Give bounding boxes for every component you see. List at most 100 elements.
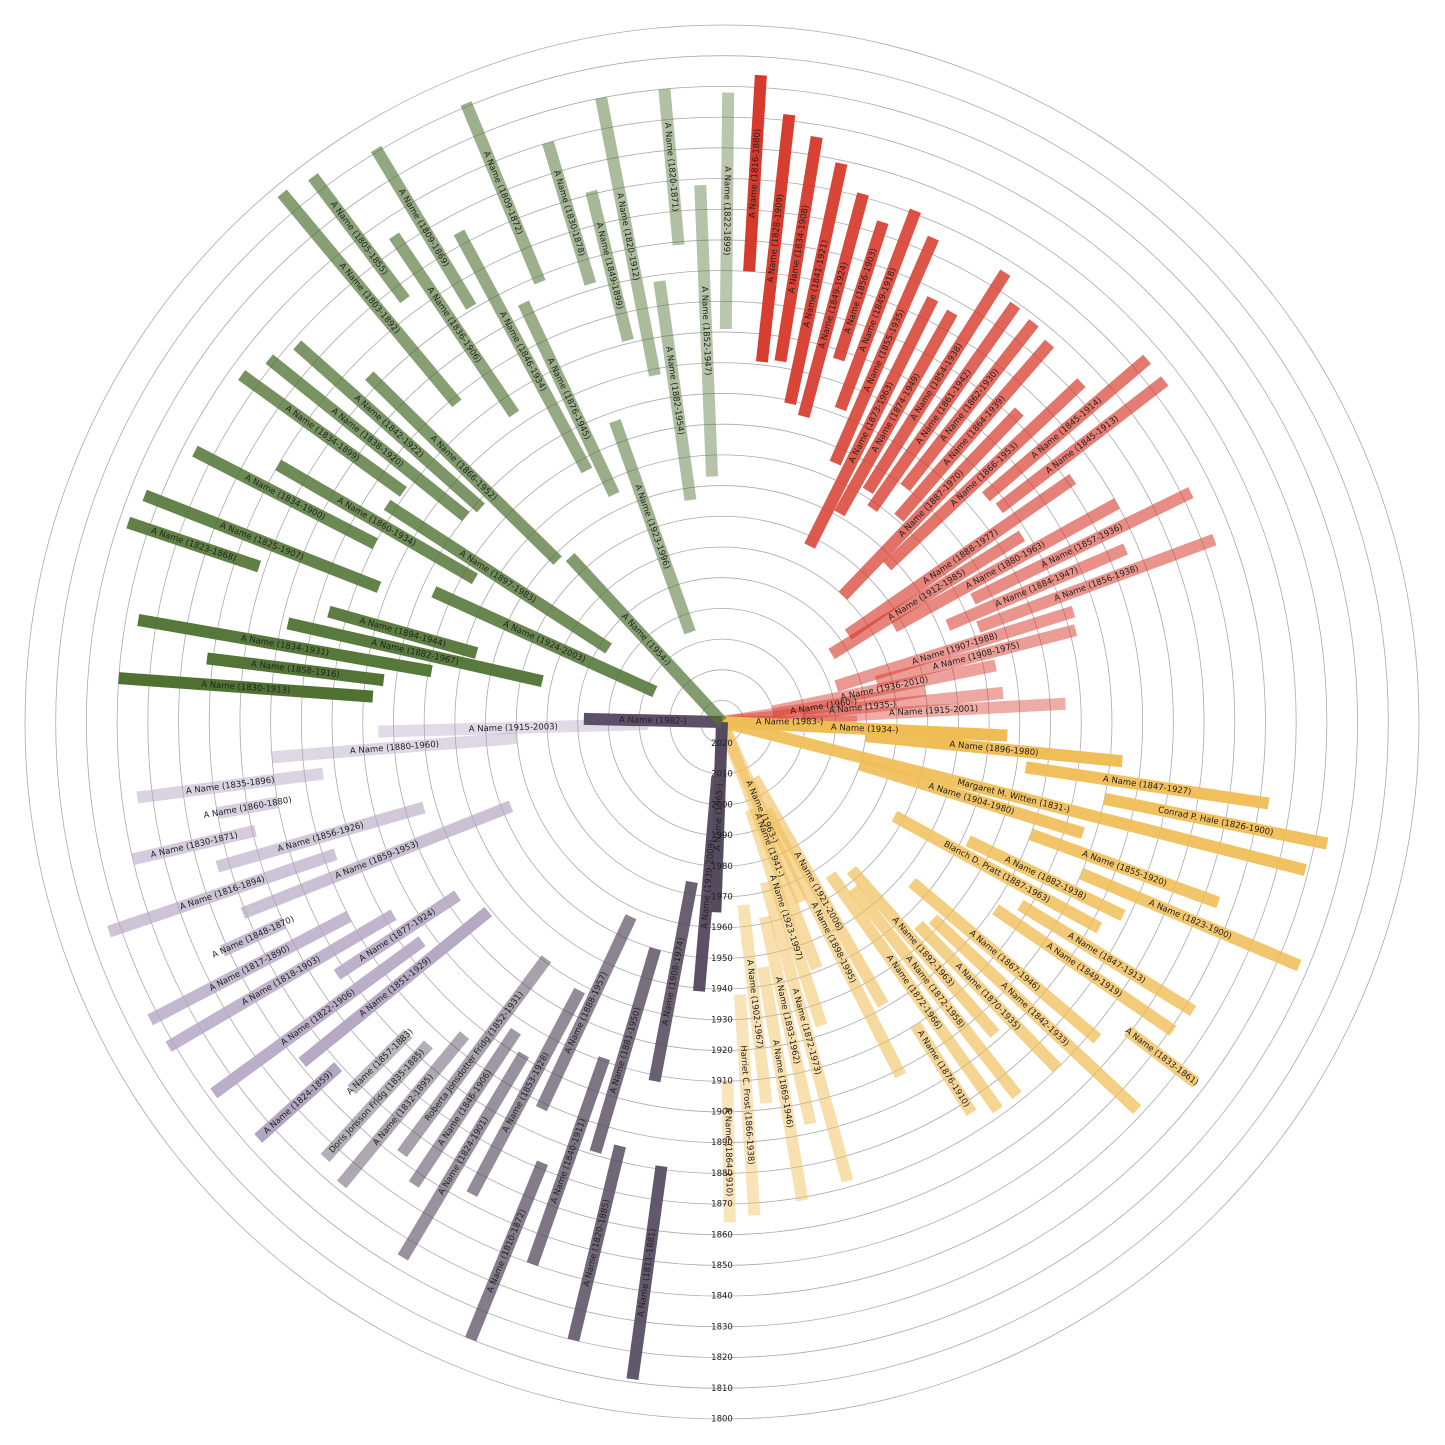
life-bar xyxy=(804,296,939,549)
life-bar xyxy=(210,936,426,1099)
life-bar xyxy=(397,1051,530,1261)
life-bar xyxy=(965,835,1126,921)
life-bar xyxy=(784,162,848,405)
person-label: A Name (1823-1900) xyxy=(1147,898,1233,942)
person-label: A Name (1965-) xyxy=(713,783,725,851)
person-label: A Name (1915-2001) xyxy=(889,704,979,719)
person-label: A Name (1858-1916) xyxy=(250,659,340,680)
life-bar xyxy=(721,686,1004,728)
person-label: A Name (1849-1899) xyxy=(594,221,625,310)
rings xyxy=(24,24,1420,1420)
person-label: A Name (1834-1899) xyxy=(283,404,361,464)
person-label: A Name (1915-2003) xyxy=(469,722,559,734)
ring xyxy=(147,147,1297,1297)
life-bar xyxy=(883,378,1086,571)
life-bar xyxy=(743,74,767,272)
life-bar xyxy=(759,880,854,1183)
person-label: A Name (1820-1885) xyxy=(582,1199,613,1288)
life-bar xyxy=(453,229,593,474)
life-bar xyxy=(265,354,470,522)
tick-label: 2000 xyxy=(711,800,733,810)
life-bar xyxy=(774,136,823,363)
life-bar xyxy=(460,101,546,285)
person-label: A Name (1820-1912) xyxy=(614,192,641,282)
life-bar xyxy=(585,189,634,342)
life-bar xyxy=(648,880,698,1083)
life-bar xyxy=(653,280,697,501)
life-bar xyxy=(431,586,658,698)
life-bar xyxy=(1024,761,1270,810)
life-bar xyxy=(865,730,1123,768)
life-bar xyxy=(694,184,719,477)
life-bar xyxy=(337,1031,470,1189)
tick-label: 1970 xyxy=(711,893,733,903)
life-bar xyxy=(721,1081,736,1223)
life-bar xyxy=(131,824,257,866)
tick-label: 1910 xyxy=(711,1077,733,1087)
tick-label: 1960 xyxy=(711,923,733,933)
life-bar xyxy=(327,605,479,659)
life-bar xyxy=(862,269,1011,495)
life-bar xyxy=(542,140,597,286)
life-bar xyxy=(797,192,869,419)
life-bar xyxy=(1028,828,1221,909)
life-bar xyxy=(834,208,921,412)
life-bar xyxy=(825,871,1003,1114)
ring xyxy=(485,485,959,959)
life-bar xyxy=(277,189,462,408)
life-bar xyxy=(192,445,378,550)
ring xyxy=(55,55,1389,1389)
life-bar xyxy=(771,659,997,718)
ring xyxy=(331,331,1113,1113)
person-label: A Name (1809-1872) xyxy=(481,150,524,236)
tick-label: 1800 xyxy=(711,1415,733,1425)
person-label: A Name (1811-1881) xyxy=(636,1228,658,1318)
tick-label: 1980 xyxy=(711,862,733,872)
life-bar xyxy=(142,489,382,593)
life-bar xyxy=(1078,868,1302,972)
life-bar xyxy=(1103,792,1329,850)
tick-label: 1830 xyxy=(711,1322,733,1332)
life-bar xyxy=(286,617,544,688)
life-bar xyxy=(583,712,723,728)
life-bar xyxy=(626,1165,668,1380)
life-bar xyxy=(858,758,1085,839)
life-bar xyxy=(320,1040,433,1162)
life-bar xyxy=(254,1062,343,1143)
person-label: A Name (1822-1899) xyxy=(721,166,732,255)
life-bar xyxy=(238,370,407,497)
life-bar xyxy=(758,915,817,1126)
life-bar xyxy=(293,340,485,513)
person-label: A Name (1847-1913) xyxy=(1066,931,1147,986)
tick-label: 1930 xyxy=(711,1015,733,1025)
life-bar xyxy=(745,807,828,1028)
ring xyxy=(300,300,1144,1144)
person-label: A Name (1896-1980) xyxy=(949,740,1039,759)
life-bar xyxy=(719,92,735,330)
life-bar xyxy=(891,810,1103,934)
life-bar xyxy=(716,719,823,971)
ring xyxy=(208,208,1236,1236)
life-bar xyxy=(891,498,1120,633)
life-bar xyxy=(118,672,374,703)
life-bar xyxy=(206,652,385,687)
tick-label: 2020 xyxy=(711,739,733,749)
person-label: A Name (1840-1911) xyxy=(549,1117,588,1205)
ring xyxy=(24,24,1420,1420)
life-bar xyxy=(992,904,1177,1036)
tick-label: 1920 xyxy=(711,1046,733,1056)
life-bar xyxy=(658,88,685,246)
person-label: A Name (1836-1906) xyxy=(425,285,483,365)
life-bar xyxy=(298,906,493,1068)
life-bar xyxy=(517,300,620,498)
life-bar xyxy=(982,354,1151,502)
life-bar xyxy=(333,890,461,980)
life-bar xyxy=(838,407,1024,600)
person-label: A Name (1908-1974) xyxy=(661,937,687,1027)
life-bar xyxy=(733,994,761,1216)
life-bar xyxy=(875,624,1078,688)
life-bar xyxy=(976,534,1217,633)
life-bar xyxy=(721,684,927,728)
person-label: A Name (1822-1906) xyxy=(279,987,357,1048)
